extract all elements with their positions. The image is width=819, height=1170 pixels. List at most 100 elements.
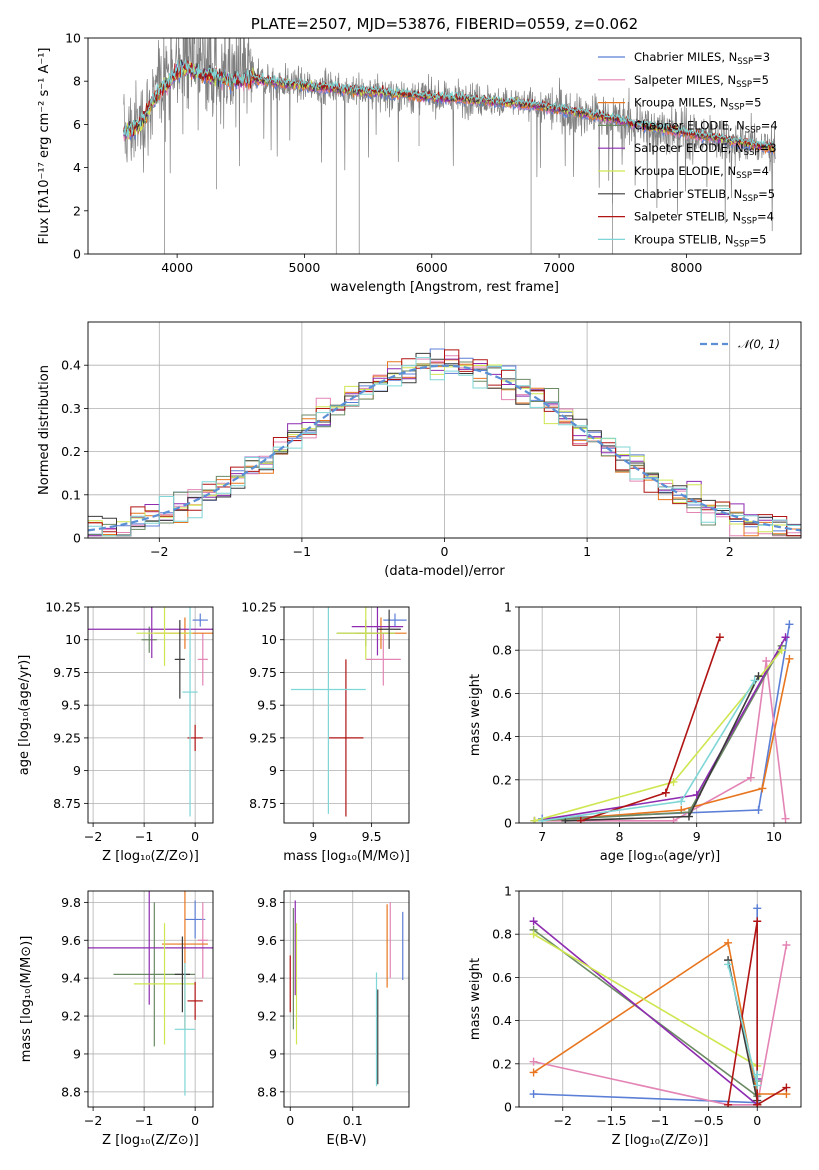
x-tick-label: 6000: [416, 260, 448, 275]
x-tick-label: 0: [441, 544, 449, 559]
weight-point-marker: [753, 1100, 762, 1107]
y-tick-label: 9.5: [61, 698, 81, 713]
x-tick-label: −2: [84, 1113, 102, 1128]
x-tick-label: −2: [150, 544, 168, 559]
y-tick-label: 0.6: [492, 686, 512, 701]
y-tick-label: 4: [73, 160, 81, 175]
weight-point-marker: [781, 633, 790, 642]
x-tick-label: 0: [191, 1113, 199, 1128]
y-tick-label: 10: [65, 632, 81, 647]
weight-point-marker: [762, 657, 771, 665]
x-tick-label: −2: [554, 1113, 572, 1128]
axes-mass_vs_Z: −2 −1 0 8.8 9 9.2 9.4 9.6 9.8 Z [log₁₀(Z/Z⊙)] mass…: [19, 890, 214, 1148]
weight-point-marker: [724, 1100, 733, 1107]
legend-value: =5: [752, 73, 769, 87]
y-axis-label: Flux [fλ10⁻¹⁷ erg cm⁻² s⁻¹ A⁻¹]: [37, 48, 52, 245]
y-tick-label: 9.25: [53, 730, 81, 745]
y-tick-label: 0: [73, 531, 81, 546]
weight-series-line: [542, 658, 791, 822]
weight-point-marker: [677, 797, 686, 806]
x-tick-label: −2: [84, 829, 102, 844]
x-tick-label: 8: [615, 829, 623, 844]
plot-area: [88, 607, 213, 817]
y-axis-label: mass weight: [468, 674, 483, 756]
y-tick-label: 0.4: [492, 1013, 512, 1028]
y-tick-label: 9: [73, 1046, 81, 1061]
x-axis-label: Z [log₁₀(Z/Z⊙)]: [612, 1133, 709, 1148]
plot-area: [88, 891, 213, 1096]
x-tick-label: 0: [286, 1113, 294, 1128]
x-axis-label: Z [log₁₀(Z/Z⊙)]: [102, 1133, 199, 1148]
y-tick-label: 0.4: [492, 729, 512, 744]
weight-point-marker: [753, 1070, 762, 1079]
histogram-step-line: [88, 357, 801, 537]
y-tick-label: 9.4: [257, 971, 277, 986]
weight-point-marker: [669, 816, 678, 823]
y-tick-label: 8.75: [249, 796, 277, 811]
y-tick-label: 10.25: [241, 600, 277, 615]
y-tick-label: 9.5: [257, 698, 277, 713]
x-tick-label: −1: [293, 544, 311, 559]
weight-point-marker: [529, 1068, 538, 1077]
weight-series-line: [533, 941, 787, 1095]
y-tick-label: 9.75: [53, 665, 81, 680]
axes-spectrum: 4000 5000 6000 7000 8000 0 2 4 6 8 10 wavelength [A…: [37, 31, 802, 295]
legend-subscript: SSP: [742, 194, 758, 204]
spectrum-legend: Chabrier MILES, NSSP=3 Salpeter MILES, NS…: [598, 50, 778, 249]
x-axis-label: age [log₁₀(age/yr)]: [600, 849, 721, 864]
weight-point-marker: [785, 620, 794, 629]
weight-point-marker: [758, 784, 767, 793]
axes-frame: [87, 37, 802, 255]
figure-title: PLATE=2507, MJD=53876, FIBERID=0559, z=0…: [251, 15, 638, 33]
y-tick-label: 0.3: [61, 401, 81, 416]
y-tick-label: 9: [269, 763, 277, 778]
y-tick-label: 0: [504, 1100, 512, 1115]
y-tick-label: 0: [73, 247, 81, 262]
y-tick-label: 0.8: [492, 927, 512, 942]
x-tick-label: 7000: [543, 260, 575, 275]
y-tick-label: 0.1: [61, 487, 81, 502]
x-tick-label: 9: [309, 829, 317, 844]
y-tick-label: 9.8: [257, 895, 277, 910]
weight-point-marker: [750, 676, 759, 685]
y-tick-label: 9: [269, 1046, 277, 1061]
legend-label: Kroupa ELODIE, NSSP=4: [634, 164, 769, 181]
weight-series-line: [533, 944, 788, 1106]
axes-age_vs_Z: −2 −1 0 8.75 9 9.25 9.5 9.75 10 10.25 Z [log₁₀(Z/Z…: [17, 600, 214, 864]
x-axis-label: (data-model)/error: [384, 564, 505, 579]
x-tick-label: 0: [753, 1113, 761, 1128]
y-tick-label: 0.6: [492, 970, 512, 985]
x-axis-label: mass [log₁₀(M/M⊙)]: [283, 849, 410, 864]
y-axis-label: mass weight: [468, 958, 483, 1040]
weight-point-marker: [754, 672, 763, 681]
legend-label: Salpeter STELIB, NSSP=4: [634, 210, 774, 227]
weight-point-marker: [782, 941, 791, 949]
x-tick-label: 5000: [289, 260, 321, 275]
x-tick-label: −0.5: [693, 1113, 723, 1128]
y-tick-label: 10: [261, 632, 277, 647]
weight-point-marker: [724, 938, 733, 947]
weight-point-marker: [538, 816, 547, 823]
plot-area: [88, 348, 801, 537]
weight-point-marker: [754, 806, 763, 815]
weight-point-marker: [661, 788, 670, 797]
axes-weight_vs_age: 7 8 9 10 0 0.2 0.4 0.6 0.8 1 age [log₁₀(age/yr)] ma…: [468, 600, 802, 864]
weight-point-marker: [684, 812, 693, 821]
legend-subscript: SSP: [737, 57, 753, 67]
y-tick-label: 8.8: [257, 1084, 277, 1099]
y-tick-label: 9.2: [61, 1009, 81, 1024]
y-tick-label: 8.75: [53, 796, 81, 811]
x-axis-label: wavelength [Angstrom, rest frame]: [330, 280, 559, 295]
plot-area: [289, 900, 404, 1087]
x-tick-label: 9.5: [362, 829, 382, 844]
legend-value: =5: [749, 232, 766, 246]
legend-label: Salpeter MILES, NSSP=5: [634, 73, 769, 90]
x-tick-label: −1.5: [596, 1113, 626, 1128]
legend-label: Salpeter ELODIE, NSSP=3: [634, 141, 777, 158]
weight-point-marker: [746, 773, 755, 782]
y-tick-label: 2: [73, 203, 81, 218]
y-tick-label: 0.8: [492, 643, 512, 658]
weight-point-marker: [724, 960, 733, 969]
legend-value: =5: [744, 96, 761, 110]
x-tick-label: 2: [726, 544, 734, 559]
